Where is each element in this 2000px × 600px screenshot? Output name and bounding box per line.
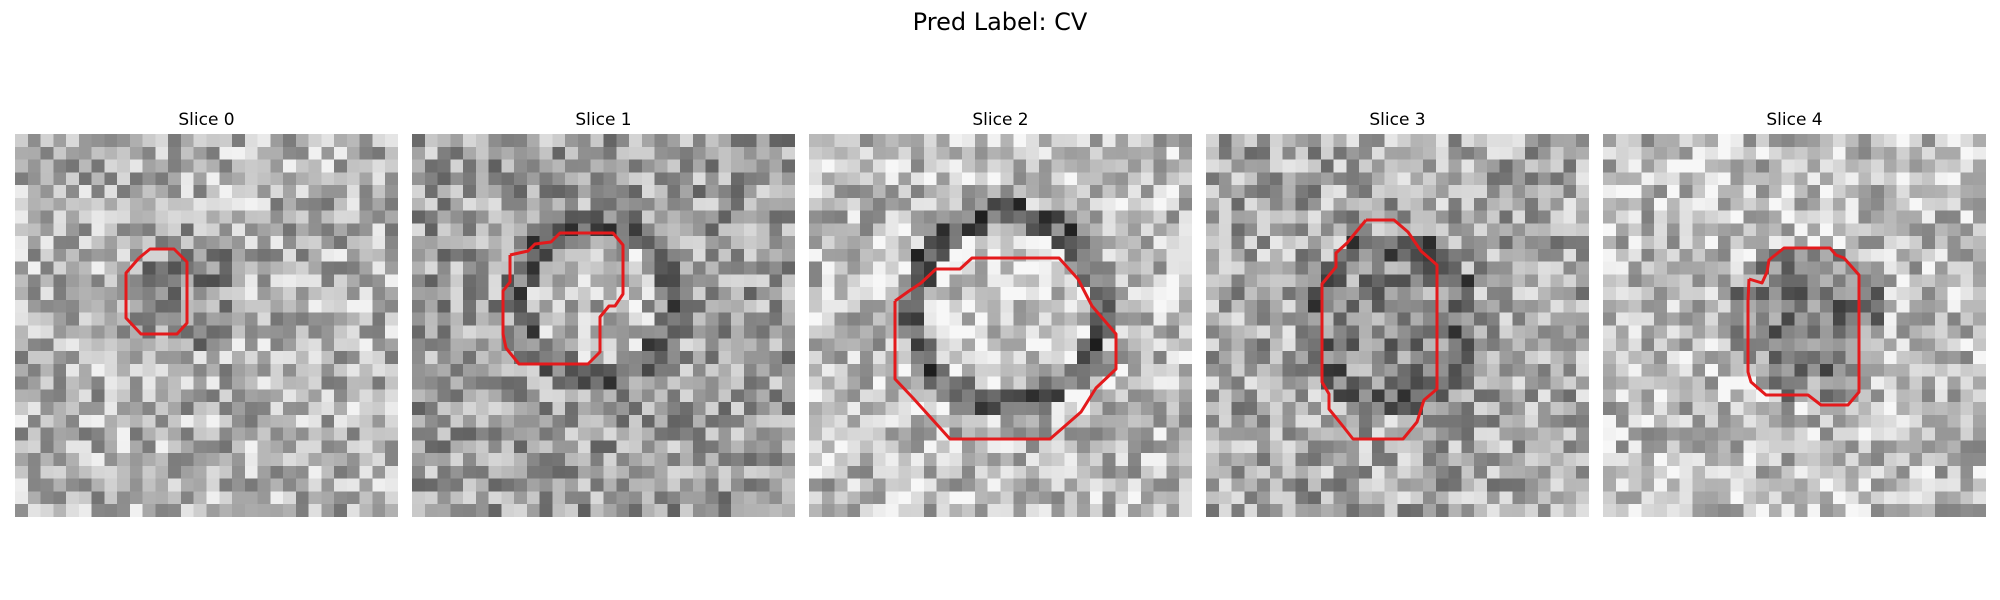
slice-noise-canvas-3 <box>1206 134 1589 517</box>
slice-noise-canvas-1 <box>412 134 795 517</box>
slice-image-2 <box>809 134 1192 517</box>
slice-title-0: Slice 0 <box>178 110 235 130</box>
slice-panel-3: Slice 3 <box>1206 108 1589 517</box>
segmentation-contour-4 <box>1746 246 1861 407</box>
segmentation-contour-0 <box>124 247 189 336</box>
slice-noise-canvas-2 <box>809 134 1192 517</box>
figure-title: Pred Label: CV <box>912 8 1088 36</box>
slice-image-4 <box>1603 134 1986 517</box>
slice-panel-2: Slice 2 <box>809 108 1192 517</box>
slice-image-3 <box>1206 134 1589 517</box>
segmentation-contour-2 <box>893 256 1118 441</box>
slice-title-4: Slice 4 <box>1766 110 1823 130</box>
slice-title-3: Slice 3 <box>1369 110 1426 130</box>
slice-image-0 <box>15 134 398 517</box>
slice-panel-0: Slice 0 <box>15 108 398 517</box>
slice-title-1: Slice 1 <box>575 110 632 130</box>
slice-panel-4: Slice 4 <box>1603 108 1986 517</box>
segmentation-contour-1 <box>501 231 625 366</box>
segmentation-contour-3 <box>1320 218 1439 441</box>
slice-panel-1: Slice 1 <box>412 108 795 517</box>
slice-title-2: Slice 2 <box>972 110 1029 130</box>
slice-noise-canvas-4 <box>1603 134 1986 517</box>
slice-image-1 <box>412 134 795 517</box>
slice-noise-canvas-0 <box>15 134 398 517</box>
